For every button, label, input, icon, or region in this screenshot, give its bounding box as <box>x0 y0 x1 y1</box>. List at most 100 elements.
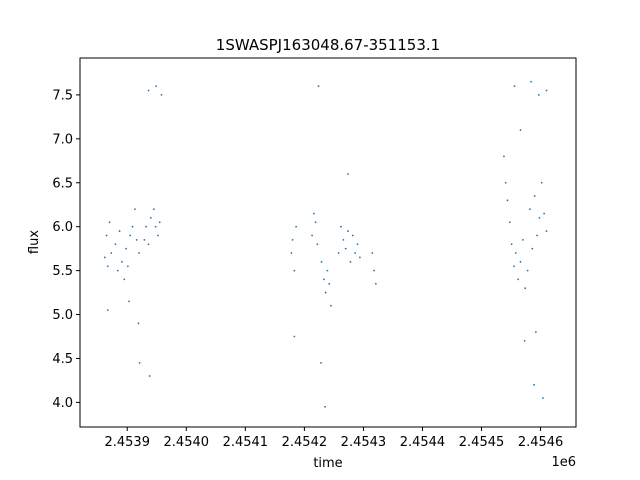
data-point <box>128 300 130 303</box>
data-point <box>110 252 113 254</box>
x-tick-label: 2.4545 <box>459 435 505 450</box>
data-point <box>147 243 150 246</box>
data-point <box>290 252 293 254</box>
data-point <box>533 383 535 386</box>
data-point <box>118 230 121 232</box>
data-point <box>371 252 374 254</box>
y-tick-label: 4.5 <box>52 352 73 367</box>
data-point <box>135 238 138 241</box>
data-point <box>543 212 546 215</box>
data-point <box>126 265 129 268</box>
data-point <box>106 265 109 268</box>
data-point <box>517 278 520 281</box>
data-point <box>116 269 119 272</box>
y-tick-label: 4.0 <box>52 396 73 411</box>
data-point <box>356 243 359 246</box>
data-point <box>137 322 140 325</box>
data-point <box>160 94 163 96</box>
data-point <box>510 243 513 246</box>
data-point <box>145 225 148 228</box>
data-point <box>149 217 152 219</box>
data-point <box>114 243 117 246</box>
data-point <box>351 234 354 237</box>
x-axis-ticks: 2.4539 2.4540 2.4541 2.4542 2.4543 2.4544 2.45… <box>104 427 563 450</box>
data-point <box>506 199 509 202</box>
data-point <box>147 89 150 92</box>
data-point <box>374 282 377 285</box>
x-tick-label: 2.4542 <box>282 435 328 450</box>
data-point <box>340 225 342 228</box>
data-point <box>322 278 325 281</box>
data-point <box>158 221 161 224</box>
y-tick-label: 5.5 <box>52 264 73 279</box>
data-point <box>123 278 126 281</box>
x-tick-label: 2.4540 <box>164 435 210 450</box>
x-tick-label: 2.4544 <box>400 435 446 450</box>
data-point <box>106 309 109 312</box>
data-points-layer <box>103 80 548 408</box>
data-point <box>540 181 543 184</box>
x-tick-label: 2.4539 <box>104 435 150 450</box>
chart-title: 1SWASPJ163048.67-351153.1 <box>216 36 440 54</box>
data-point <box>349 260 352 263</box>
data-point <box>545 230 548 232</box>
data-point <box>314 221 317 224</box>
data-point <box>524 287 527 290</box>
data-point <box>317 85 320 88</box>
data-point <box>320 260 323 263</box>
y-tick-label: 6.5 <box>52 176 73 191</box>
data-point <box>134 208 136 211</box>
data-point <box>330 304 332 307</box>
data-point <box>514 252 517 254</box>
x-tick-label: 2.4541 <box>223 435 269 450</box>
data-point <box>503 155 505 158</box>
data-point <box>530 80 533 83</box>
data-point <box>533 195 536 197</box>
data-point <box>291 238 294 241</box>
data-point <box>105 234 108 237</box>
data-point <box>513 265 515 268</box>
data-point <box>347 230 349 232</box>
data-point <box>342 238 345 241</box>
data-point <box>103 256 106 259</box>
plot-area-frame <box>79 57 577 428</box>
data-point <box>157 234 159 237</box>
data-point <box>337 252 340 254</box>
data-point <box>519 260 522 263</box>
y-tick-label: 5.0 <box>52 308 73 323</box>
data-point <box>138 361 141 364</box>
data-point <box>526 269 529 272</box>
data-point <box>121 260 123 263</box>
data-point <box>531 247 534 250</box>
x-tick-label: 2.4546 <box>518 435 564 450</box>
data-point <box>538 217 541 219</box>
data-point <box>508 221 511 224</box>
data-point <box>542 397 544 399</box>
data-point <box>311 234 313 237</box>
data-point <box>143 238 146 241</box>
x-axis-label: time <box>313 456 342 471</box>
data-point <box>519 129 522 131</box>
data-point <box>324 291 327 294</box>
data-point <box>504 181 507 184</box>
data-point <box>320 361 322 364</box>
data-point <box>131 225 134 228</box>
y-tick-label: 6.0 <box>52 220 73 235</box>
data-point <box>154 225 157 228</box>
data-point <box>347 173 349 175</box>
data-point <box>536 234 538 237</box>
data-point <box>148 375 151 377</box>
data-point <box>537 94 540 96</box>
data-point <box>529 208 531 211</box>
data-point <box>534 331 537 334</box>
data-point <box>125 247 127 250</box>
data-point <box>138 252 140 254</box>
data-point <box>312 212 315 215</box>
data-point <box>295 225 298 228</box>
data-point <box>155 85 158 88</box>
data-point <box>373 269 375 272</box>
data-point <box>358 256 361 259</box>
data-point <box>523 340 526 342</box>
